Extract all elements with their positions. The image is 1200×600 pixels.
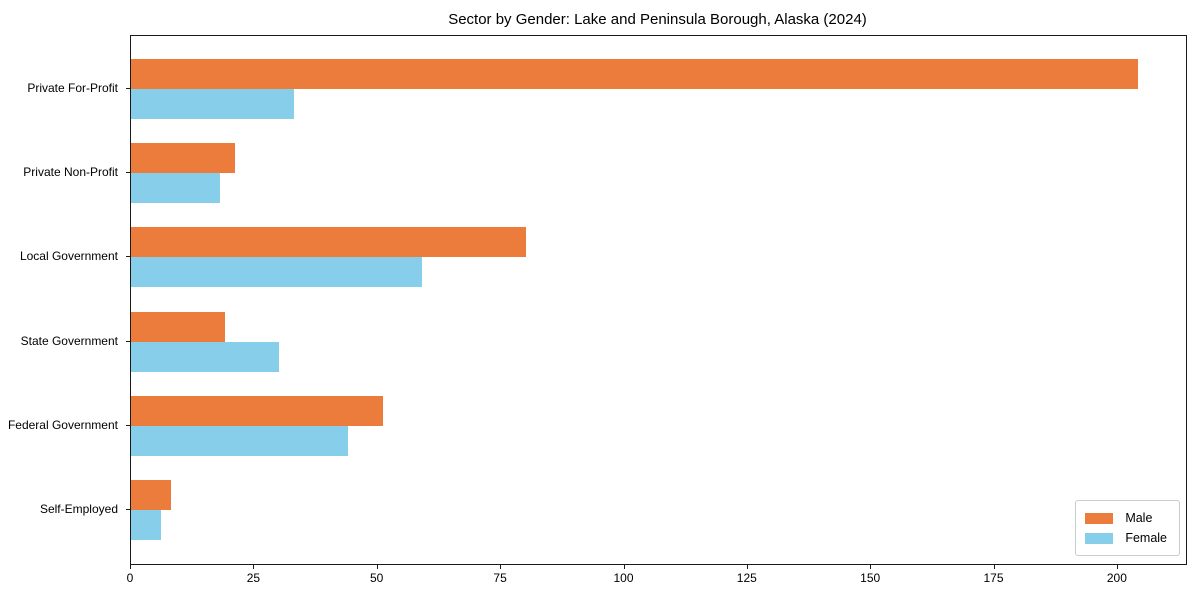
x-tick-label-150: 150 [860,571,881,585]
y-tick-mark [126,88,130,89]
x-tick-mark [870,565,872,569]
legend-entry-male: Male [1085,508,1167,528]
x-tick-mark [746,565,748,569]
legend-label: Male [1125,511,1153,525]
x-tick-mark [130,565,131,569]
x-tick-mark [376,565,378,569]
bar-male-private-non-profit [131,143,235,174]
bar-male-private-for-profit [131,59,1138,89]
y-tick-label-state-government: State Government [20,333,118,348]
bar-female-local-government [131,257,423,288]
legend-entry-female: Female [1085,528,1167,548]
legend-label: Female [1125,531,1167,545]
legend-swatch-icon [1085,532,1114,544]
x-tick-mark [1116,565,1118,569]
y-tick-mark [126,340,130,342]
legend: Male Female [1075,500,1180,556]
y-tick-label-self-employed: Self-Employed [39,502,118,516]
x-tick-mark [500,565,502,569]
y-tick-label-private-non-profit: Private Non-Profit [23,165,118,180]
x-tick-label-100: 100 [613,571,634,585]
bar-male-state-government [131,311,225,342]
plot-area: Male Female [130,35,1187,565]
bar-male-federal-government [131,395,383,426]
chart-title: Sector by Gender: Lake and Peninsula Bor… [448,11,867,28]
y-tick-label-local-government: Local Government [19,249,118,264]
x-tick-label-125: 125 [736,571,757,585]
bar-female-private-for-profit [131,89,294,119]
x-tick-label-75: 75 [493,571,507,585]
bar-male-local-government [131,227,526,258]
bar-female-state-government [131,341,279,372]
x-tick-label-25: 25 [246,571,261,585]
bar-female-private-non-profit [131,173,220,204]
y-tick-mark [126,509,130,510]
x-tick-label-175: 175 [983,571,1004,585]
y-tick-label-private-for-profit: Private For-Profit [27,81,118,95]
x-tick-label-200: 200 [1106,571,1127,585]
legend-swatch-icon [1085,512,1114,524]
y-tick-mark [126,172,130,174]
y-tick-mark [126,256,130,258]
bar-female-self-employed [131,510,161,540]
bar-male-self-employed [131,480,171,510]
bar-female-federal-government [131,425,349,456]
y-tick-label-federal-government: Federal Government [7,417,118,432]
x-tick-label-0: 0 [126,571,134,585]
y-tick-mark [126,424,130,426]
x-tick-mark [253,565,255,569]
x-tick-mark [623,565,625,569]
x-tick-mark [993,565,995,569]
x-tick-label-50: 50 [370,571,384,585]
